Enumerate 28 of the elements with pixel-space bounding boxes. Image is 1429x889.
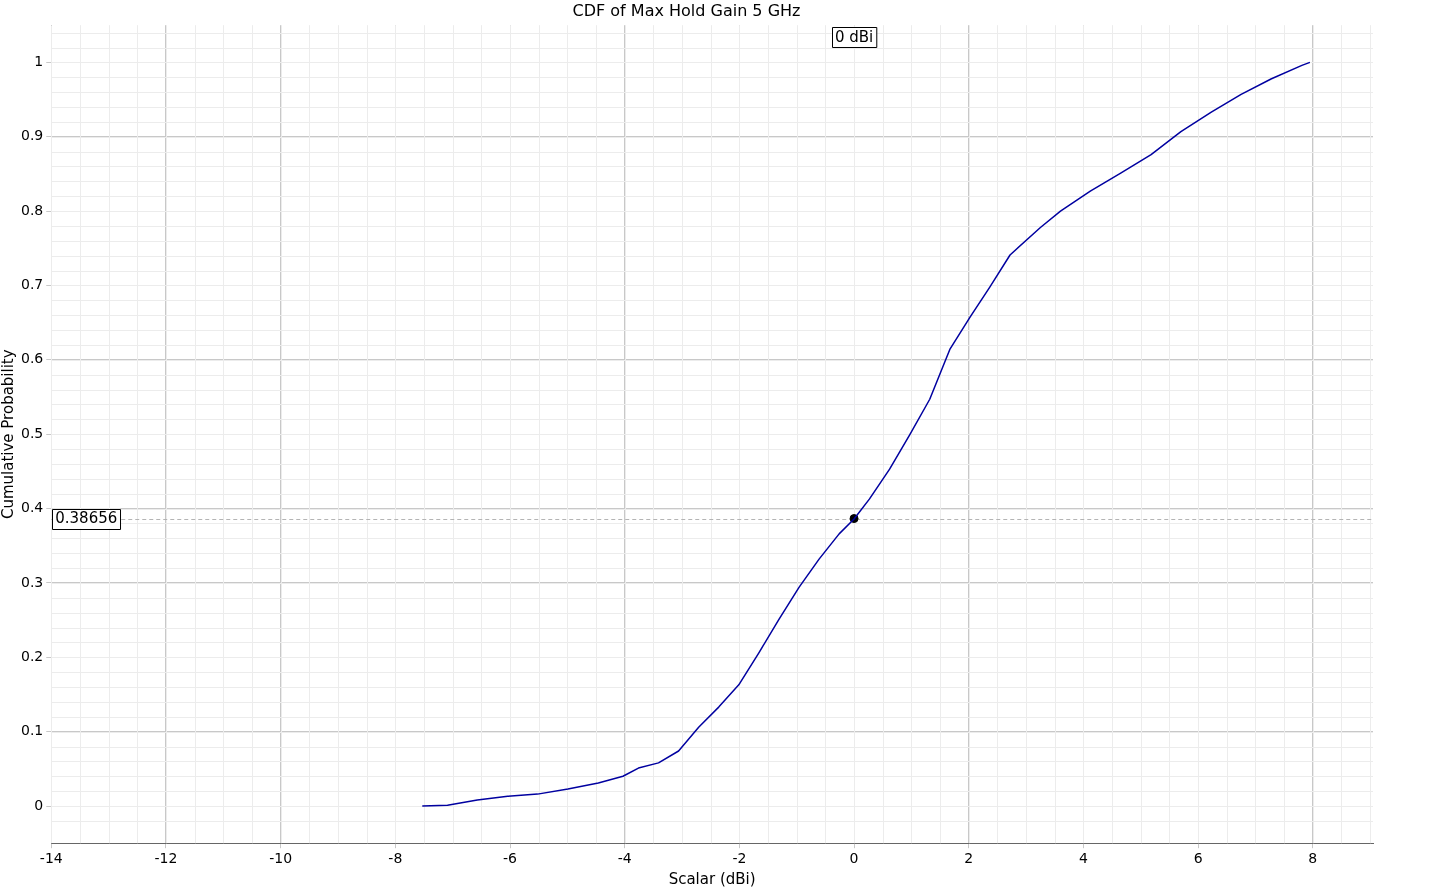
x-axis-title: Scalar (dBi) (668, 869, 756, 888)
y-tick-label: 1 (34, 53, 44, 70)
annotation: 0 dBi (834, 28, 874, 47)
y-tick-label: 0.3 (21, 573, 44, 590)
x-tick-label: -14 (39, 850, 63, 867)
y-axis-title: Cumulative Probability (0, 349, 17, 520)
y-tick-label: 0.7 (21, 276, 44, 293)
x-tick-label: 4 (1078, 850, 1088, 867)
x-tick-label: 8 (1308, 850, 1318, 867)
x-tick-label: 6 (1193, 850, 1203, 867)
y-tick-label: 0 (34, 796, 44, 813)
y-tick-label: 0.4 (21, 499, 44, 516)
y-tick-label: 0.8 (21, 201, 44, 218)
ref-line-label: 0.38656 (55, 509, 118, 528)
x-tick-label: -6 (503, 850, 518, 867)
x-tick-label: 0 (849, 850, 859, 867)
y-tick-label: 0.1 (21, 722, 44, 739)
chart-title: CDF of Max Hold Gain 5 GHz (572, 0, 801, 20)
y-tick-label: 0.2 (21, 647, 44, 664)
x-tick-label: -4 (617, 850, 632, 867)
x-tick-label: -2 (732, 850, 747, 867)
x-tick-label: -8 (388, 850, 403, 867)
y-tick-label: 0.9 (21, 127, 44, 144)
x-tick-label: -10 (269, 850, 293, 867)
y-tick-label: 0.5 (21, 424, 44, 441)
x-tick-label: -12 (154, 850, 178, 867)
y-tick-label: 0.6 (21, 350, 44, 367)
x-tick-label: 2 (964, 850, 974, 867)
